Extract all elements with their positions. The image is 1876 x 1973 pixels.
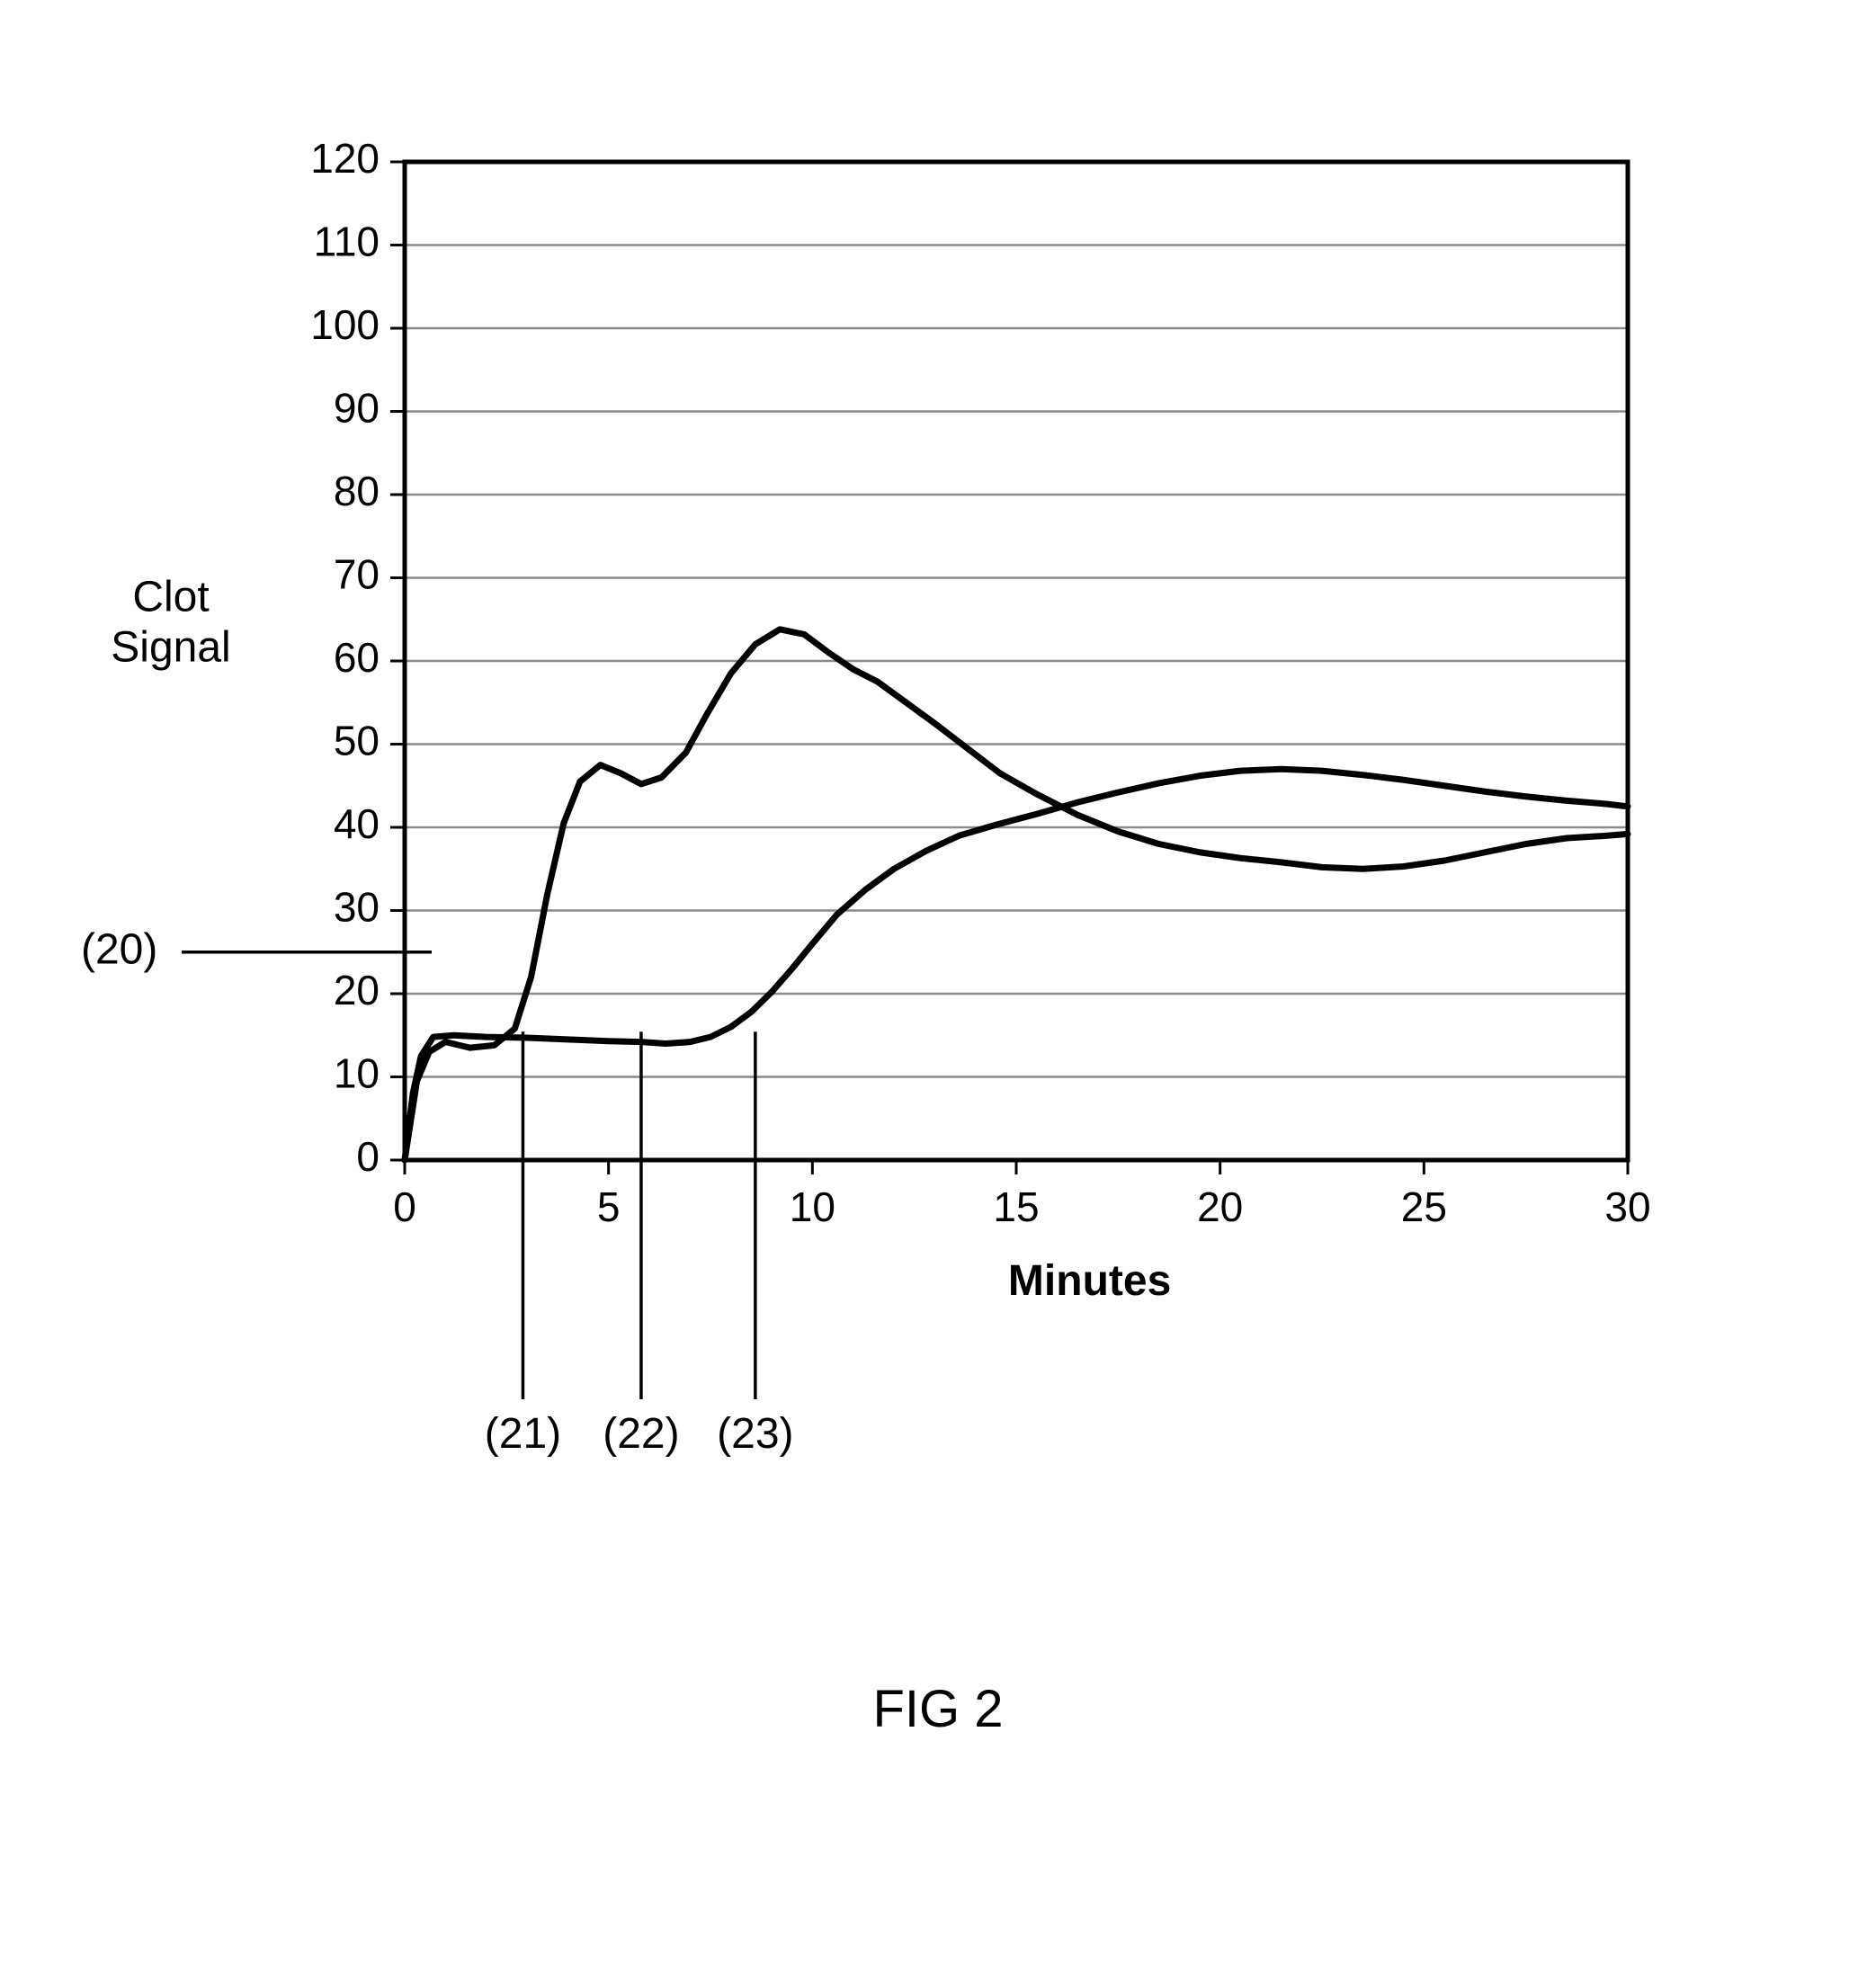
- ytick-label: 30: [334, 884, 380, 931]
- ytick-label: 10: [334, 1050, 380, 1097]
- ytick-label: 20: [334, 967, 380, 1013]
- ytick-label: 110: [314, 219, 380, 265]
- ytick-label: 0: [356, 1133, 380, 1180]
- ytick-label: 120: [310, 135, 380, 182]
- chart-svg: 0 10 20 30 40 50 60 70 80 90 100 110 120 0 5 10 15 20 25 30…: [0, 0, 1876, 1973]
- annotation-20-label: (20): [81, 925, 157, 973]
- ytick-label: 50: [334, 718, 380, 764]
- figure-title: FIG 2: [872, 1680, 1003, 1738]
- xtick-label: 20: [1197, 1183, 1243, 1230]
- y-axis-label-line2: Signal: [111, 623, 230, 671]
- y-axis-label-line1: Clot: [132, 573, 209, 620]
- ytick-label: 100: [310, 301, 380, 348]
- xtick-label: 5: [597, 1183, 621, 1230]
- figure-page: 0 10 20 30 40 50 60 70 80 90 100 110 120 0 5 10 15 20 25 30…: [0, 0, 1876, 1973]
- xtick-label: 0: [393, 1183, 416, 1230]
- xtick-label: 15: [993, 1183, 1039, 1230]
- marker22-label: (22): [603, 1410, 679, 1458]
- ytick-label: 70: [334, 551, 380, 598]
- marker21-label: (21): [485, 1410, 561, 1458]
- marker23-label: (23): [717, 1410, 793, 1458]
- x-axis-label: Minutes: [1008, 1257, 1171, 1305]
- xtick-label: 30: [1604, 1183, 1650, 1230]
- xtick-label: 10: [790, 1183, 835, 1230]
- ytick-label: 60: [334, 634, 380, 681]
- ytick-label: 90: [334, 385, 380, 432]
- ytick-label: 40: [334, 800, 380, 847]
- ytick-label: 80: [334, 468, 380, 514]
- xtick-label: 25: [1401, 1183, 1447, 1230]
